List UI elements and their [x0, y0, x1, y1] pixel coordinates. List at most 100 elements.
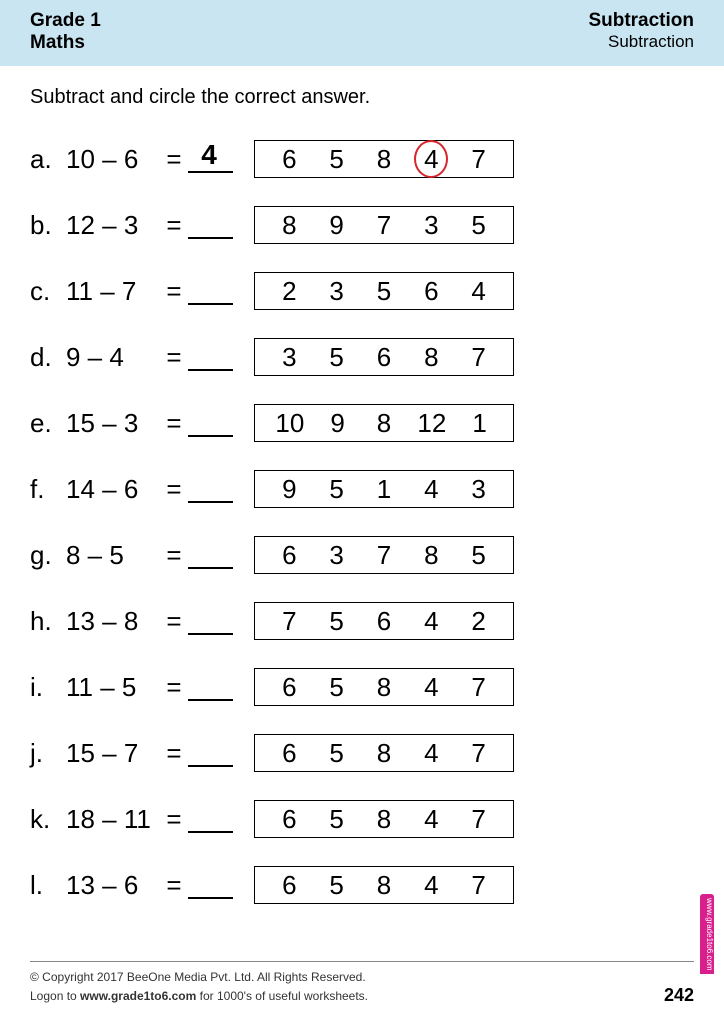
choice-item[interactable]: 5	[371, 276, 397, 307]
choice-item[interactable]: 8	[371, 804, 397, 835]
choice-item[interactable]: 4	[418, 672, 444, 703]
answer-blank[interactable]	[184, 205, 244, 245]
choice-item[interactable]: 7	[276, 606, 302, 637]
answer-blank[interactable]	[184, 865, 244, 905]
equals-sign: =	[164, 804, 184, 835]
blank-underline	[188, 303, 233, 305]
choice-item[interactable]: 5	[324, 672, 350, 703]
blank-underline	[188, 831, 233, 833]
choice-item[interactable]: 8	[418, 540, 444, 571]
choice-item[interactable]: 12	[417, 408, 446, 439]
answer-blank[interactable]	[184, 337, 244, 377]
choice-item[interactable]: 5	[324, 474, 350, 505]
footer-divider	[30, 961, 694, 962]
choice-item[interactable]: 1	[371, 474, 397, 505]
problem-expression: 8 – 5	[66, 540, 164, 571]
choice-item[interactable]: 7	[466, 804, 492, 835]
choice-item[interactable]: 8	[371, 144, 397, 175]
choice-item[interactable]: 6	[276, 672, 302, 703]
blank-underline	[188, 897, 233, 899]
choice-item[interactable]: 7	[466, 342, 492, 373]
choice-item[interactable]: 6	[276, 738, 302, 769]
choice-item[interactable]: 2	[466, 606, 492, 637]
choice-item[interactable]: 3	[324, 276, 350, 307]
logon-line: Logon to www.grade1to6.com for 1000's of…	[30, 987, 368, 1006]
choice-item[interactable]: 9	[325, 408, 351, 439]
choice-item[interactable]: 8	[371, 870, 397, 901]
problem-letter: k.	[30, 804, 66, 835]
choice-item[interactable]: 1	[467, 408, 493, 439]
choice-item[interactable]: 8	[371, 738, 397, 769]
choices-box: 65847	[254, 866, 514, 904]
problems-list: a.10 – 6=465847b.12 – 3=89735c.11 – 7=23…	[30, 134, 694, 910]
choice-item[interactable]: 6	[371, 342, 397, 373]
choices-box: 65847	[254, 800, 514, 838]
answer-blank[interactable]	[184, 601, 244, 641]
instruction-text: Subtract and circle the correct answer.	[30, 86, 694, 109]
choice-item[interactable]: 4	[418, 870, 444, 901]
worksheet-header: Grade 1 Maths Subtraction Subtraction	[0, 0, 724, 66]
problem-row: b.12 – 3=89735	[30, 200, 694, 250]
choice-item[interactable]: 6	[276, 144, 302, 175]
filled-answer: 4	[184, 139, 234, 171]
equals-sign: =	[164, 210, 184, 241]
choice-item[interactable]: 9	[276, 474, 302, 505]
choice-item[interactable]: 8	[276, 210, 302, 241]
choice-item[interactable]: 7	[466, 870, 492, 901]
logon-suffix: for 1000's of useful worksheets.	[196, 989, 368, 1003]
choice-item[interactable]: 4	[418, 804, 444, 835]
choice-item[interactable]: 8	[418, 342, 444, 373]
choice-item[interactable]: 6	[276, 870, 302, 901]
answer-blank[interactable]	[184, 667, 244, 707]
answer-blank[interactable]	[184, 403, 244, 443]
footer-left: © Copyright 2017 BeeOne Media Pvt. Ltd. …	[30, 968, 368, 1006]
choice-item[interactable]: 4	[466, 276, 492, 307]
choice-item[interactable]: 6	[276, 804, 302, 835]
problem-letter: d.	[30, 342, 66, 373]
choice-item[interactable]: 7	[466, 144, 492, 175]
choice-item[interactable]: 5	[324, 342, 350, 373]
answer-blank[interactable]	[184, 271, 244, 311]
choice-item[interactable]: 7	[371, 540, 397, 571]
choice-item[interactable]: 6	[371, 606, 397, 637]
choice-item[interactable]: 5	[466, 540, 492, 571]
choice-item[interactable]: 5	[324, 606, 350, 637]
answer-blank[interactable]	[184, 469, 244, 509]
choice-item[interactable]: 7	[466, 672, 492, 703]
choice-item[interactable]: 5	[324, 738, 350, 769]
equals-sign: =	[164, 342, 184, 373]
choice-item[interactable]: 5	[324, 144, 350, 175]
choice-item[interactable]: 5	[466, 210, 492, 241]
problem-letter: a.	[30, 144, 66, 175]
topic-label: Subtraction	[588, 10, 694, 32]
choice-item[interactable]: 6	[276, 540, 302, 571]
answer-blank[interactable]	[184, 733, 244, 773]
answer-blank[interactable]	[184, 535, 244, 575]
answer-blank[interactable]: 4	[184, 139, 244, 179]
choice-item[interactable]: 8	[371, 408, 397, 439]
choice-item[interactable]: 9	[324, 210, 350, 241]
choice-item[interactable]: 5	[324, 870, 350, 901]
choice-item[interactable]: 7	[466, 738, 492, 769]
choice-item[interactable]: 5	[324, 804, 350, 835]
choice-item[interactable]: 3	[276, 342, 302, 373]
choice-item[interactable]: 4	[418, 738, 444, 769]
choice-item[interactable]: 3	[418, 210, 444, 241]
choice-item[interactable]: 8	[371, 672, 397, 703]
choice-item[interactable]: 4	[418, 474, 444, 505]
choice-item[interactable]: 4	[418, 144, 444, 175]
equals-sign: =	[164, 144, 184, 175]
choice-item[interactable]: 7	[371, 210, 397, 241]
choice-item[interactable]: 3	[324, 540, 350, 571]
choice-item[interactable]: 10	[275, 408, 304, 439]
choice-item[interactable]: 6	[418, 276, 444, 307]
choice-item[interactable]: 4	[418, 606, 444, 637]
footer-row: © Copyright 2017 BeeOne Media Pvt. Ltd. …	[30, 968, 694, 1006]
choices-box: 10 98 12 1	[254, 404, 514, 442]
choices-box: 65847	[254, 140, 514, 178]
answer-blank[interactable]	[184, 799, 244, 839]
choice-item[interactable]: 2	[276, 276, 302, 307]
choice-item[interactable]: 3	[466, 474, 492, 505]
problem-row: e.15 – 3=1098121	[30, 398, 694, 448]
equals-sign: =	[164, 474, 184, 505]
